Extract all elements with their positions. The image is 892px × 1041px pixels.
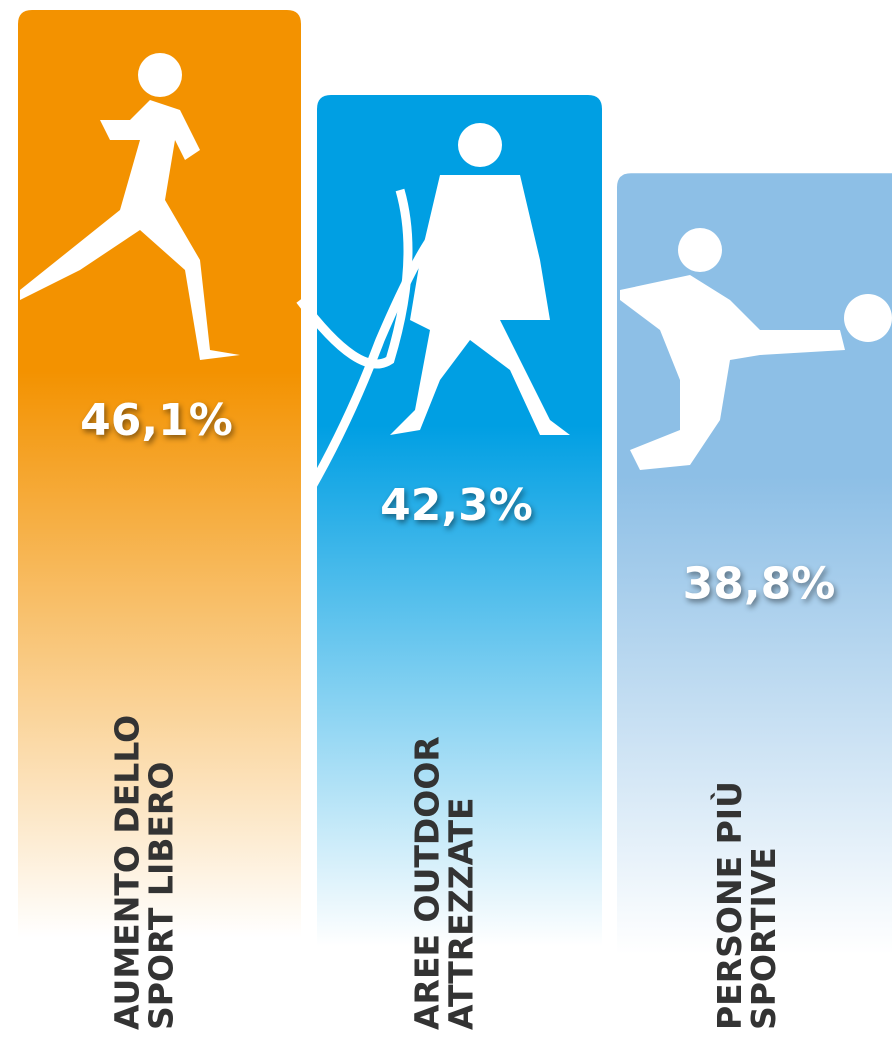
value-label: 38,8% (683, 558, 836, 609)
value-label: 46,1% (80, 395, 233, 446)
category-label: SPORTIVE (744, 847, 783, 1030)
category-label: ATTREZZATE (442, 797, 481, 1030)
category-label: SPORT LIBERO (142, 762, 181, 1030)
value-label: 42,3% (380, 480, 533, 531)
silhouettes (20, 53, 892, 493)
category-label: PERSONE PIÙ (709, 781, 749, 1030)
category-label: AUMENTO DELLO (108, 715, 147, 1030)
category-label: AREE OUTDOOR (408, 736, 447, 1030)
bar (18, 10, 301, 1041)
runner (20, 53, 240, 360)
kicker (620, 228, 892, 470)
athlete (296, 123, 570, 493)
